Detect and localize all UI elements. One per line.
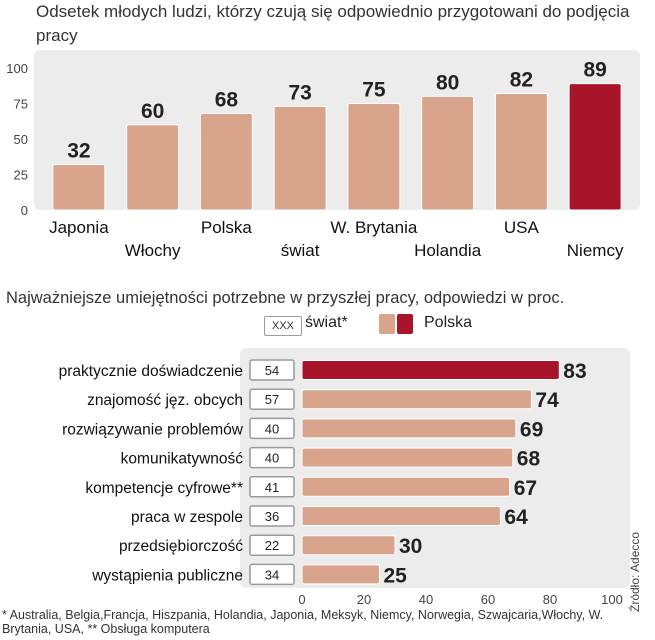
- y-tick-label-100: 100: [6, 61, 28, 76]
- world-value-box: [249, 476, 295, 498]
- y-tick-label-50: 50: [14, 132, 28, 147]
- x-tick-label-40: 40: [419, 592, 433, 607]
- x-tick-label-80: 80: [543, 592, 557, 607]
- x-tick-label-60: 60: [481, 592, 495, 607]
- world-value-box: [249, 563, 295, 586]
- bar-niemcy: [568, 83, 622, 211]
- bar-value-label: 80: [436, 71, 459, 94]
- legend-poland-label: Polska: [424, 314, 473, 331]
- world-value-box: [249, 417, 295, 440]
- poland-bar: [301, 506, 501, 526]
- y-tick-label-75: 75: [14, 97, 28, 112]
- bar-value-label: 75: [362, 79, 386, 102]
- category-label: wystąpienia publiczne: [91, 567, 243, 584]
- poland-value-label: 68: [517, 448, 541, 471]
- world-value-box: [249, 359, 295, 381]
- category-label: praktycznie doświadczenie: [59, 363, 243, 380]
- bar-włochy: [126, 124, 180, 211]
- world-value-box: [249, 534, 295, 556]
- chart2-svg: praktycznie doświadczenie 54 83 znajomość j…: [59, 348, 630, 607]
- bar-value-label: 60: [141, 100, 164, 123]
- poland-bar: [301, 360, 560, 380]
- world-value-label: 22: [265, 538, 279, 553]
- category-label: rozwiązywanie problemów: [62, 421, 244, 438]
- bar-polska: [199, 112, 253, 211]
- x-tick-label: Holandia: [414, 241, 482, 260]
- world-value-label: 40: [265, 421, 279, 436]
- poland-bar: [301, 476, 511, 497]
- bar-holandia: [421, 95, 475, 211]
- world-value-label: 34: [265, 567, 279, 582]
- bar-value-label: 32: [67, 140, 90, 163]
- poland-value-label: 69: [520, 418, 543, 441]
- category-label: komunikatywność: [121, 451, 244, 468]
- bar-value-label: 68: [215, 88, 239, 111]
- bar-japonia: [52, 164, 106, 211]
- legend-poland-swatch-dark: [397, 314, 413, 334]
- bar-value-label: 82: [510, 69, 533, 92]
- world-value-box: [249, 446, 295, 469]
- source-label: Źródło: Adecco: [628, 531, 642, 612]
- world-value-box: [249, 505, 295, 527]
- poland-bar: [301, 418, 517, 439]
- category-label: znajomość jęz. obcych: [87, 392, 243, 409]
- legend-poland-swatch-light: [379, 314, 395, 334]
- world-value-label: 54: [265, 363, 279, 378]
- x-tick-label: Polska: [201, 218, 253, 237]
- poland-bar: [301, 447, 514, 468]
- y-tick-label-25: 25: [14, 168, 28, 183]
- footnote: * Australia, Belgia,Francja, Hiszpania, …: [2, 608, 604, 636]
- poland-value-label: 30: [399, 535, 422, 558]
- poland-value-label: 83: [563, 360, 586, 383]
- x-tick-label: Japonia: [49, 218, 109, 237]
- x-tick-label-0: 0: [298, 592, 305, 607]
- world-value-label: 57: [265, 392, 279, 407]
- category-label: praca w zespole: [131, 509, 243, 526]
- legend-world-label: świat*: [305, 314, 348, 331]
- world-value-label: 40: [265, 451, 279, 466]
- category-label: kompetencje cyfrowe**: [85, 480, 243, 497]
- category-label: przedsiębiorczość: [119, 538, 243, 555]
- x-tick-label: świat: [281, 241, 320, 260]
- chart1-svg: 0 25 50 75 100 32 Japonia 60 Włochy 68 Polska 73 świ…: [6, 50, 640, 260]
- poland-value-label: 25: [384, 564, 408, 587]
- poland-value-label: 67: [514, 477, 537, 500]
- legend-world-box: XXX: [264, 316, 302, 336]
- x-tick-label: Włochy: [125, 241, 181, 260]
- bar-świat: [273, 105, 327, 211]
- bar-w-brytania: [347, 103, 401, 211]
- poland-bar: [301, 389, 532, 410]
- bar-value-label: 73: [288, 81, 311, 104]
- poland-value-label: 64: [504, 506, 528, 529]
- chart2-panel: [240, 348, 630, 588]
- chart1-title: Odsetek młodych ludzi, którzy czują się …: [36, 2, 630, 45]
- x-tick-label-20: 20: [357, 592, 371, 607]
- world-value-label: 41: [265, 480, 279, 495]
- chart2-title: Najważniejsze umiejętności potrzebne w p…: [6, 289, 565, 307]
- y-tick-label-0: 0: [21, 203, 28, 218]
- x-tick-label-100: 100: [601, 592, 623, 607]
- x-tick-label: Niemcy: [567, 241, 624, 260]
- poland-bar: [301, 535, 396, 556]
- x-tick-label: USA: [504, 218, 540, 237]
- x-tick-label: W. Brytania: [330, 218, 417, 237]
- poland-bar: [301, 564, 380, 585]
- bar-usa: [494, 93, 548, 211]
- poland-value-label: 74: [535, 389, 559, 412]
- world-value-box: [249, 388, 295, 410]
- chart1-panel: [34, 50, 640, 210]
- bar-value-label: 89: [583, 59, 606, 82]
- world-value-label: 36: [265, 509, 279, 524]
